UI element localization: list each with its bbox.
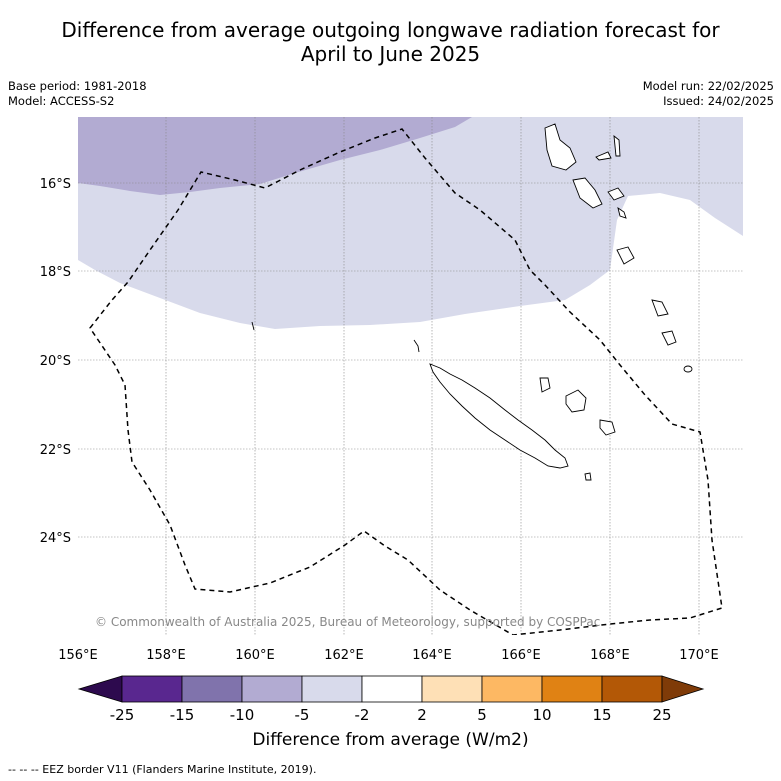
base-period: Base period: 1981-2018 (8, 79, 147, 93)
map-title: Difference from average outgoing longwav… (0, 18, 781, 66)
grid-lines (78, 117, 743, 635)
colorbar-segment (601, 675, 663, 703)
colorbar-label: Difference from average (W/m2) (252, 730, 529, 750)
colorbar-segment (241, 675, 303, 703)
colorbar-segment (481, 675, 543, 703)
ouvea-island (539, 377, 551, 393)
belep-islands (413, 339, 420, 353)
espiritu-santo-island (544, 123, 577, 171)
malekula-island (572, 177, 603, 209)
colorbar-tick-label: -5 (295, 706, 310, 724)
x-tick-label: 168°E (590, 648, 630, 663)
colorbar: -25 -15 -10 -5 -2 2 5 10 15 25 (77, 675, 705, 724)
colorbar-segment (421, 675, 483, 703)
colorbar-tick-label: -25 (110, 706, 135, 724)
colorbar-tick-label: 5 (477, 706, 487, 724)
anomaly-region-medium (78, 117, 472, 195)
title-line-1: Difference from average outgoing longwav… (61, 18, 720, 42)
footer-note: -- -- -- EEZ border V11 (Flanders Marine… (8, 763, 317, 776)
colorbar-segment (301, 675, 363, 703)
chesterfield-islet (251, 321, 255, 331)
isle-of-pines (584, 472, 592, 481)
walpole-island (651, 299, 669, 317)
matthew-island (661, 330, 677, 346)
x-tick-label: 162°E (324, 648, 364, 663)
y-tick-label: 24°S (40, 531, 71, 546)
maewo-island (613, 134, 621, 157)
erromango-island (616, 246, 635, 265)
efate-island (607, 187, 625, 201)
colorbar-extend-low (77, 675, 123, 703)
colorbar-segment (541, 675, 603, 703)
y-tick-label: 18°S (40, 265, 71, 280)
y-tick-label: 16°S (40, 177, 71, 192)
meta-left: Base period: 1981-2018 Model: ACCESS-S2 (8, 79, 147, 109)
y-tick-label: 20°S (40, 354, 71, 369)
map-area (78, 117, 743, 635)
colorbar-tick-label: -15 (170, 706, 195, 724)
copyright-text: © Commonwealth of Australia 2025, Bureau… (95, 615, 600, 629)
issued-date: Issued: 24/02/2025 (663, 94, 774, 108)
y-tick-labels: 16°S 18°S 20°S 22°S 24°S (40, 177, 71, 546)
colorbar-segment (121, 675, 183, 703)
x-tick-label: 164°E (412, 648, 452, 663)
colorbar-tick-label: 10 (532, 706, 551, 724)
x-tick-label: 166°E (501, 648, 541, 663)
x-tick-label: 158°E (146, 648, 186, 663)
ambae-island (595, 151, 612, 161)
colorbar-tick-label: -10 (230, 706, 255, 724)
new-caledonia-island (429, 363, 569, 469)
lifou-island (565, 389, 587, 413)
colorbar-tick-label: 2 (417, 706, 427, 724)
model-name: Model: ACCESS-S2 (8, 94, 115, 108)
mare-island (599, 419, 616, 436)
x-tick-label: 160°E (235, 648, 275, 663)
colorbar-tick-label: 15 (592, 706, 611, 724)
colorbar-segment (181, 675, 243, 703)
title-line-2: April to June 2025 (300, 42, 481, 66)
colorbar-tick-label: 25 (652, 706, 671, 724)
colorbar-tick-label: -2 (355, 706, 370, 724)
meta-right: Model run: 22/02/2025 Issued: 24/02/2025 (643, 79, 774, 109)
small-islet (617, 206, 627, 219)
y-tick-label: 22°S (40, 443, 71, 458)
x-tick-label: 156°E (58, 648, 98, 663)
hunter-island (683, 365, 693, 373)
colorbar-extend-high (661, 675, 705, 703)
colorbar-segment (361, 675, 423, 703)
eez-border (89, 128, 723, 635)
x-tick-labels: 156°E 158°E 160°E 162°E 164°E 166°E 168°E 170°E (58, 648, 719, 663)
model-run: Model run: 22/02/2025 (642, 79, 774, 93)
x-tick-label: 170°E (679, 648, 719, 663)
